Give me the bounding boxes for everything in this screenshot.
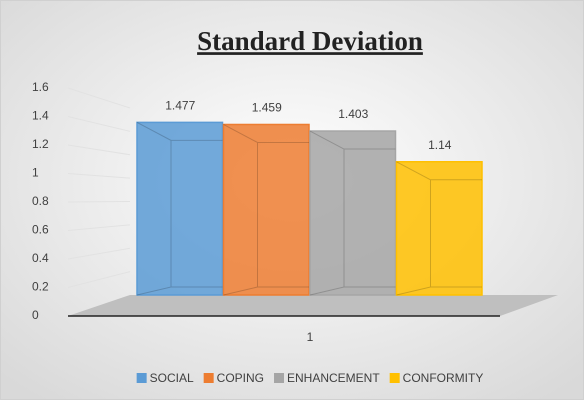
bar xyxy=(136,121,224,296)
grid-line xyxy=(67,247,131,260)
legend-marker xyxy=(203,373,214,383)
legend-marker xyxy=(389,373,400,383)
y-tick-label: 0 xyxy=(32,308,39,322)
y-tick-label: 1.2 xyxy=(32,137,49,151)
grid-line xyxy=(67,144,131,156)
y-tick-label: 0.2 xyxy=(32,280,49,294)
legend-marker xyxy=(274,373,285,383)
floor xyxy=(68,295,558,316)
grid-line xyxy=(67,87,131,109)
data-label: 1.403 xyxy=(338,107,368,121)
grid-line xyxy=(67,173,131,179)
y-tick-label: 1.6 xyxy=(32,80,49,94)
grid-line xyxy=(67,224,131,231)
y-tick-label: 0.6 xyxy=(32,223,49,237)
bar xyxy=(395,161,483,296)
legend-label: CONFORMITY xyxy=(403,371,484,385)
legend-marker xyxy=(136,373,147,383)
grid-line xyxy=(67,271,131,288)
y-tick-label: 0.4 xyxy=(32,251,49,265)
bar xyxy=(222,123,310,296)
x-tick-label: 1 xyxy=(307,330,314,344)
grid-line xyxy=(67,201,131,203)
data-label: 1.14 xyxy=(428,138,452,152)
data-label: 1.477 xyxy=(165,99,195,113)
grid-line xyxy=(67,116,131,132)
legend-label: COPING xyxy=(217,371,264,385)
y-tick-label: 1 xyxy=(32,166,39,180)
data-label: 1.459 xyxy=(252,101,282,115)
bar xyxy=(309,130,397,296)
legend-label: ENHANCEMENT xyxy=(287,371,380,385)
legend-label: SOCIAL xyxy=(150,371,194,385)
y-tick-label: 0.8 xyxy=(32,194,49,208)
chart-title: Standard Deviation xyxy=(197,26,423,56)
y-tick-label: 1.4 xyxy=(32,109,49,123)
